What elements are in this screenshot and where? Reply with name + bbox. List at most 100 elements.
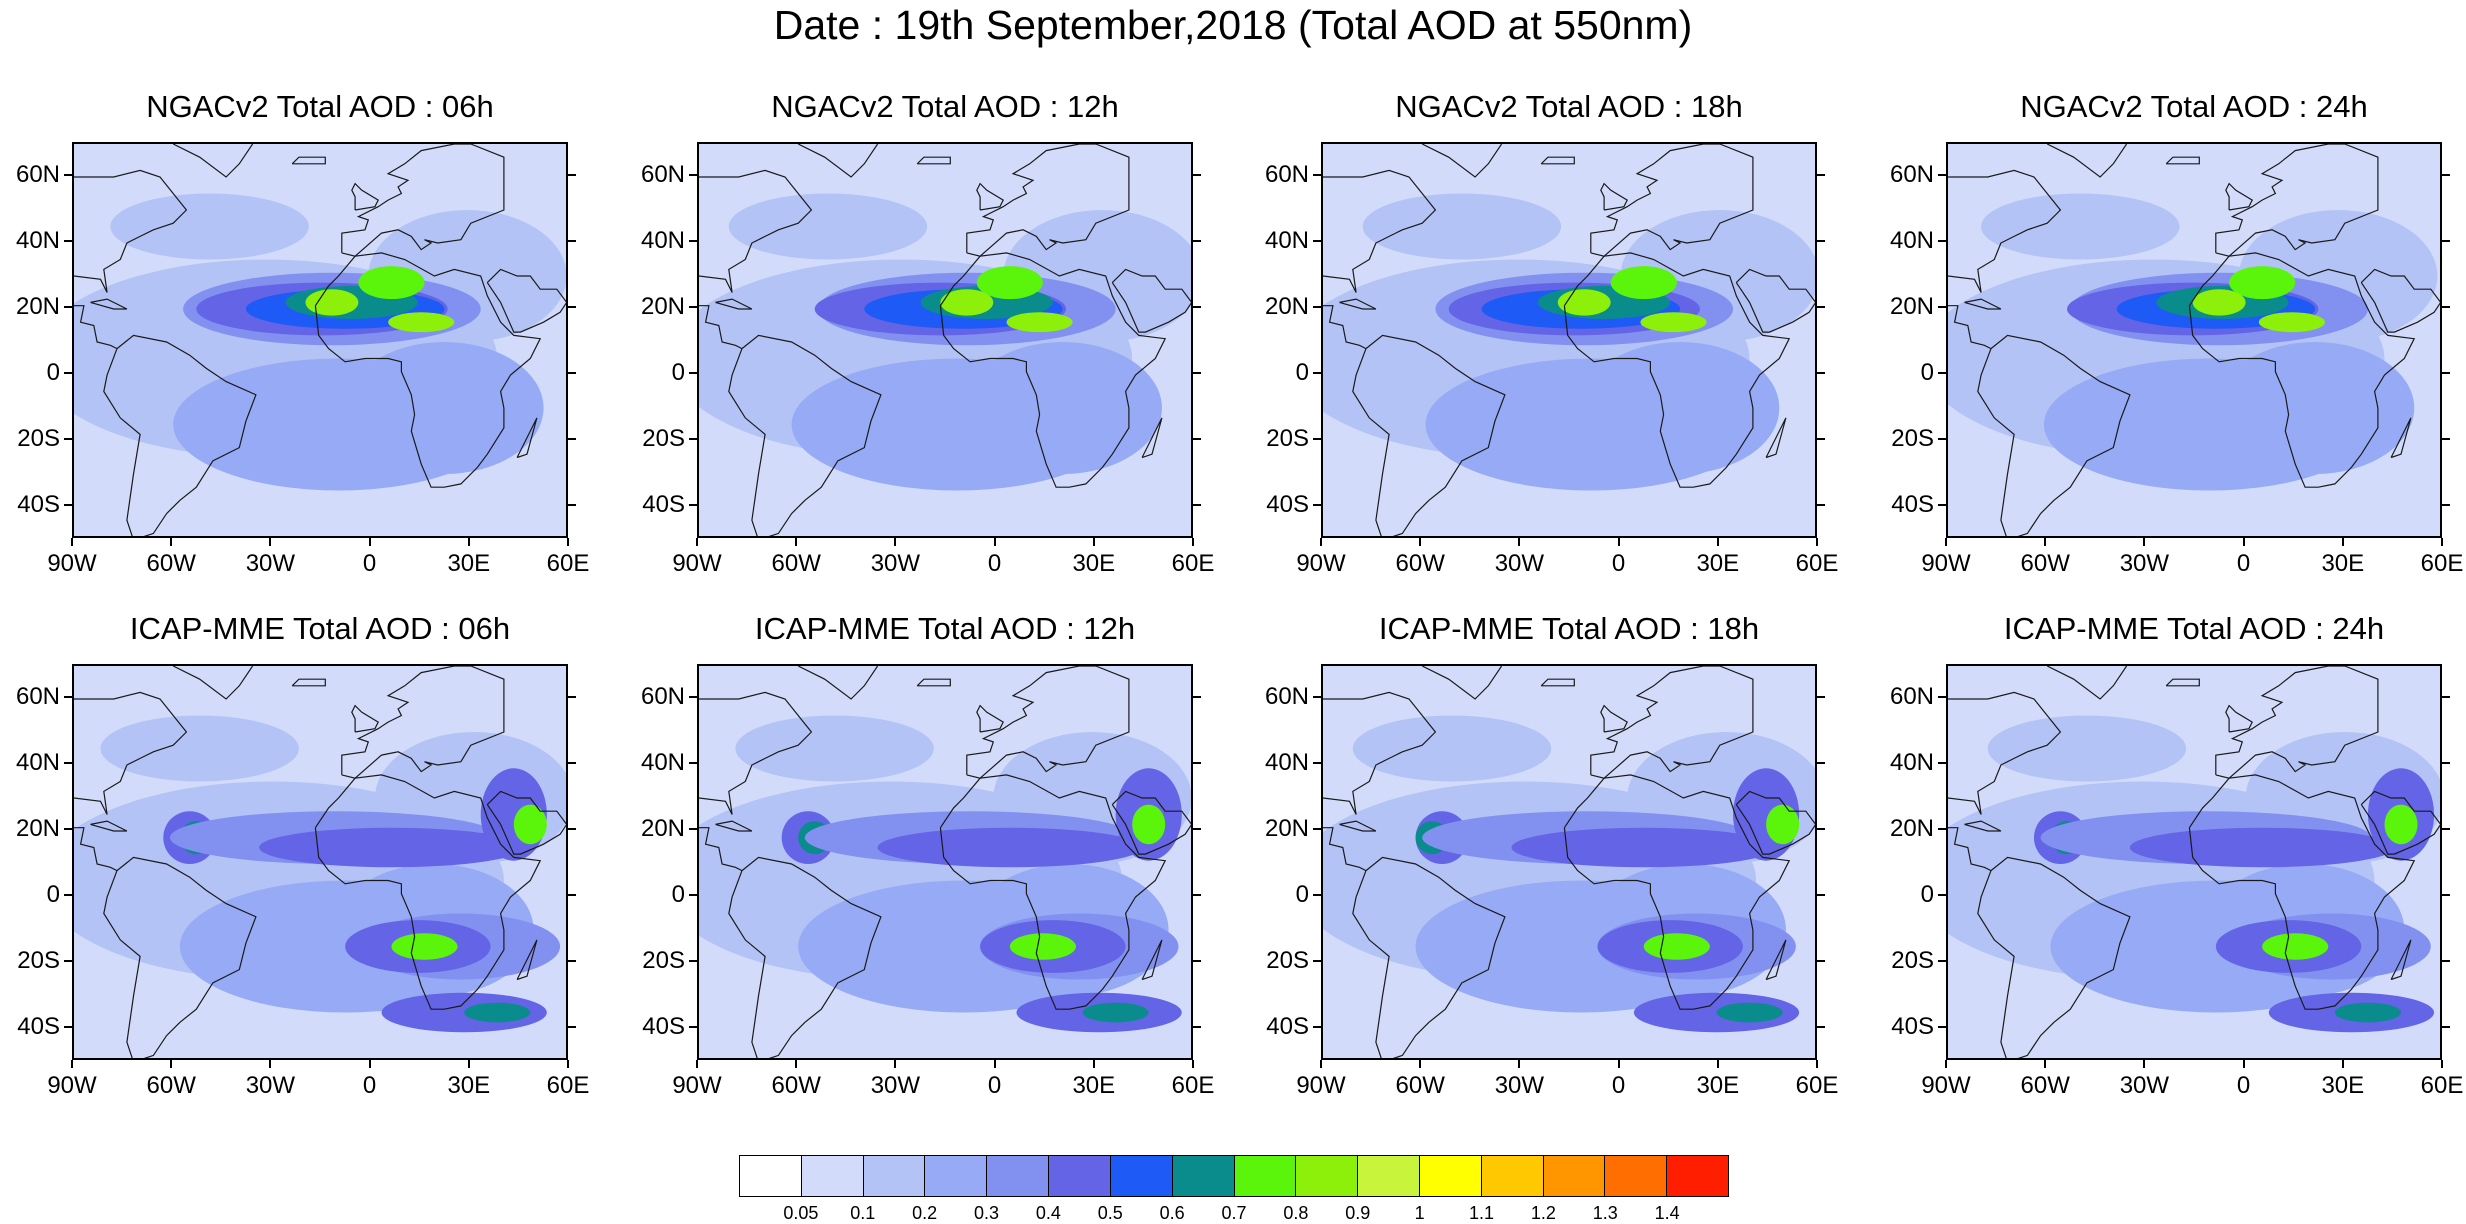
colorbar-label: 0.7 bbox=[1221, 1203, 1247, 1223]
lon-tick-label: 60W bbox=[146, 1072, 196, 1099]
lat-tick-label: 40N bbox=[640, 227, 685, 254]
coastline bbox=[1948, 169, 2062, 293]
coastline bbox=[1563, 252, 1791, 488]
coastline bbox=[486, 790, 566, 855]
lon-tick bbox=[269, 1060, 272, 1068]
lat-tick bbox=[1313, 828, 1321, 830]
coastline bbox=[1540, 156, 1575, 165]
colorbar-label: 1 bbox=[1414, 1203, 1425, 1223]
lat-tick-label: 20N bbox=[1889, 815, 1934, 842]
coastline bbox=[341, 144, 505, 257]
lat-tick bbox=[1313, 504, 1321, 506]
lon-tick bbox=[467, 1060, 470, 1068]
lon-tick bbox=[795, 538, 798, 546]
lat-tick-label: 20S bbox=[642, 947, 685, 974]
lat-tick bbox=[1938, 174, 1946, 176]
lat-tick-label: 20S bbox=[1266, 425, 1309, 452]
coastline bbox=[976, 704, 1004, 733]
lat-tick-label: 20S bbox=[1891, 425, 1934, 452]
lon-tick bbox=[2441, 538, 2443, 546]
lat-tick bbox=[2442, 1026, 2450, 1028]
coastline bbox=[103, 334, 257, 536]
lon-tick bbox=[170, 538, 173, 546]
lon-tick bbox=[1419, 1060, 1422, 1068]
lon-tick-label: 60W bbox=[1395, 1072, 1445, 1099]
lat-tick bbox=[1193, 828, 1201, 830]
figure-title: Date : 19th September,2018 (Total AOD at… bbox=[773, 2, 1693, 48]
lat-tick-label: 60N bbox=[1889, 683, 1934, 710]
coastline bbox=[1111, 790, 1191, 855]
map-panel bbox=[72, 664, 568, 1060]
lat-tick bbox=[64, 894, 72, 896]
lon-tick bbox=[467, 538, 470, 546]
coastline bbox=[699, 691, 813, 815]
lon-tick bbox=[1518, 538, 1521, 546]
lat-tick bbox=[1938, 1026, 1946, 1028]
lat-tick bbox=[1193, 894, 1201, 896]
map-panel bbox=[697, 664, 1193, 1060]
lon-tick bbox=[2044, 1060, 2047, 1068]
colorbar-swatch bbox=[863, 1156, 926, 1196]
lon-tick-label: 30E bbox=[447, 1072, 491, 1099]
lat-tick bbox=[689, 372, 697, 374]
aod-region bbox=[1362, 193, 1562, 260]
aod-region bbox=[100, 715, 299, 782]
lat-tick bbox=[1313, 960, 1321, 962]
colorbar-swatch bbox=[1296, 1156, 1359, 1196]
lat-tick bbox=[1313, 306, 1321, 308]
lon-tick-label: 60E bbox=[1171, 550, 1215, 577]
aod-region bbox=[513, 804, 547, 845]
lon-tick bbox=[2044, 538, 2047, 546]
lat-tick bbox=[1193, 174, 1201, 176]
lat-tick bbox=[1938, 762, 1946, 764]
aod-region bbox=[1009, 933, 1076, 960]
map-panel bbox=[72, 142, 568, 538]
lon-tick-label: 0 bbox=[987, 1072, 1002, 1099]
coastline bbox=[74, 691, 188, 815]
lat-tick bbox=[64, 438, 72, 440]
lat-tick bbox=[568, 894, 576, 896]
lat-tick bbox=[1313, 174, 1321, 176]
lat-tick bbox=[689, 828, 697, 830]
lat-tick bbox=[64, 504, 72, 506]
lat-tick-label: 20N bbox=[640, 293, 685, 320]
colorbar-swatch bbox=[1110, 1156, 1173, 1196]
coastline bbox=[939, 252, 1167, 488]
lat-tick-label: 20N bbox=[640, 815, 685, 842]
coastline bbox=[1765, 939, 1787, 981]
lat-tick bbox=[1313, 438, 1321, 440]
lat-tick-label: 40N bbox=[1889, 227, 1934, 254]
aod-region bbox=[110, 193, 309, 260]
lat-tick bbox=[568, 174, 576, 176]
aod-region bbox=[2262, 933, 2329, 960]
aod-region bbox=[1006, 312, 1073, 333]
lat-tick-label: 20S bbox=[1266, 947, 1309, 974]
lon-tick-label: 30W bbox=[1494, 1072, 1545, 1099]
lat-tick bbox=[1817, 1026, 1825, 1028]
lon-tick bbox=[1945, 538, 1947, 546]
lat-tick-label: 40S bbox=[17, 491, 60, 518]
lat-tick bbox=[689, 696, 697, 698]
aod-region bbox=[1132, 804, 1166, 845]
lat-tick-label: 0 bbox=[1920, 881, 1934, 908]
lon-tick bbox=[2143, 1060, 2146, 1068]
colorbar-swatch bbox=[1172, 1156, 1235, 1196]
lat-tick bbox=[2442, 828, 2450, 830]
lat-tick bbox=[1938, 894, 1946, 896]
lon-tick bbox=[696, 538, 698, 546]
aod-region bbox=[963, 342, 1162, 474]
coastline bbox=[1600, 704, 1628, 733]
lat-tick-label: 20S bbox=[17, 947, 60, 974]
aod-region bbox=[2129, 827, 2395, 868]
panel-title: ICAP-MME Total AOD : 24h bbox=[2003, 611, 2385, 646]
colorbar-swatch bbox=[925, 1156, 988, 1196]
lat-tick bbox=[2442, 762, 2450, 764]
lon-tick bbox=[1816, 1060, 1818, 1068]
lat-tick bbox=[689, 762, 697, 764]
lat-tick bbox=[1938, 372, 1946, 374]
lon-tick bbox=[1716, 538, 1719, 546]
colorbar-label: 1.4 bbox=[1654, 1203, 1680, 1223]
panel-title: ICAP-MME Total AOD : 18h bbox=[1378, 611, 1760, 646]
lat-tick bbox=[1817, 894, 1825, 896]
lon-tick-label: 60W bbox=[771, 1072, 821, 1099]
